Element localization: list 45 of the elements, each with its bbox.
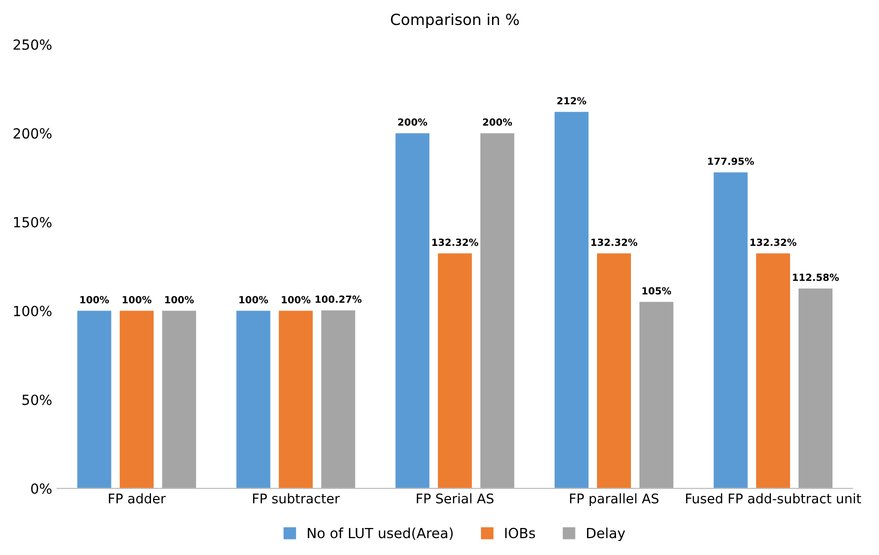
y-tick-label: 0% (31, 483, 52, 494)
y-tick-label: 250% (14, 39, 52, 50)
chart-title: Comparison in % (390, 13, 519, 28)
bar (597, 253, 631, 488)
data-label: 100% (239, 296, 268, 304)
data-label: 177.95% (708, 158, 754, 165)
data-label: 112.58% (792, 274, 839, 282)
data-label: 100% (80, 296, 109, 304)
data-label: 100% (165, 296, 194, 304)
y-tick-label: 150% (14, 216, 52, 228)
bar (438, 253, 472, 488)
data-label: 132.32% (750, 238, 796, 246)
bar (321, 310, 356, 488)
y-tick-label: 50% (22, 394, 52, 406)
data-label: 200% (398, 118, 428, 126)
bar (798, 288, 832, 488)
legend-label: No of LUT used(Area) (308, 528, 453, 540)
data-label: 100.27% (316, 296, 362, 303)
data-label: 200% (483, 118, 512, 126)
data-label: 132.32% (432, 238, 478, 246)
x-tick-label: FP Serial AS (416, 493, 494, 504)
bar (395, 133, 430, 488)
bar (714, 172, 748, 488)
data-label: 100% (282, 296, 310, 304)
x-tick-label: Fused FP add-subtract unit (686, 493, 862, 504)
bar (756, 253, 790, 488)
data-label: 132.32% (591, 238, 638, 246)
bar (120, 310, 154, 488)
data-label: 212% (557, 97, 586, 104)
legend-label: IOBs (505, 528, 535, 538)
bar (236, 310, 270, 488)
x-tick-label: FP subtracter (253, 493, 340, 504)
y-tick-label: 200% (14, 128, 52, 139)
x-tick-label: FP adder (108, 493, 166, 504)
bar (278, 310, 313, 488)
bar (162, 310, 196, 488)
bar (77, 310, 112, 488)
bar (554, 112, 589, 488)
x-tick-label: FP parallel AS (570, 493, 658, 506)
legend-label: Delay (587, 528, 626, 541)
data-label: 100% (122, 296, 152, 304)
bar (639, 302, 674, 488)
data-label: 105% (642, 287, 672, 294)
bar (480, 133, 514, 488)
y-tick-label: 100% (14, 306, 52, 316)
